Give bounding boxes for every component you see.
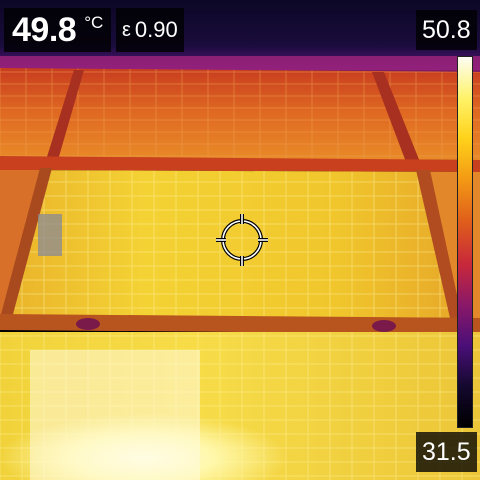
emissivity-value: 0.90 (134, 17, 178, 42)
scale-min-label: 31.5 (416, 432, 477, 472)
temperature-unit: °C (84, 13, 104, 32)
emissivity-readout: ε 0.90 (116, 8, 184, 52)
spot-temperature-readout: 49.8 °C (4, 8, 112, 52)
spot-temperature-value: 49.8 (12, 11, 77, 49)
scale-max-label: 50.8 (416, 10, 477, 50)
center-spot-crosshair-icon (216, 214, 268, 266)
color-scale-bar (457, 56, 473, 428)
emissivity-symbol: ε (122, 18, 131, 41)
